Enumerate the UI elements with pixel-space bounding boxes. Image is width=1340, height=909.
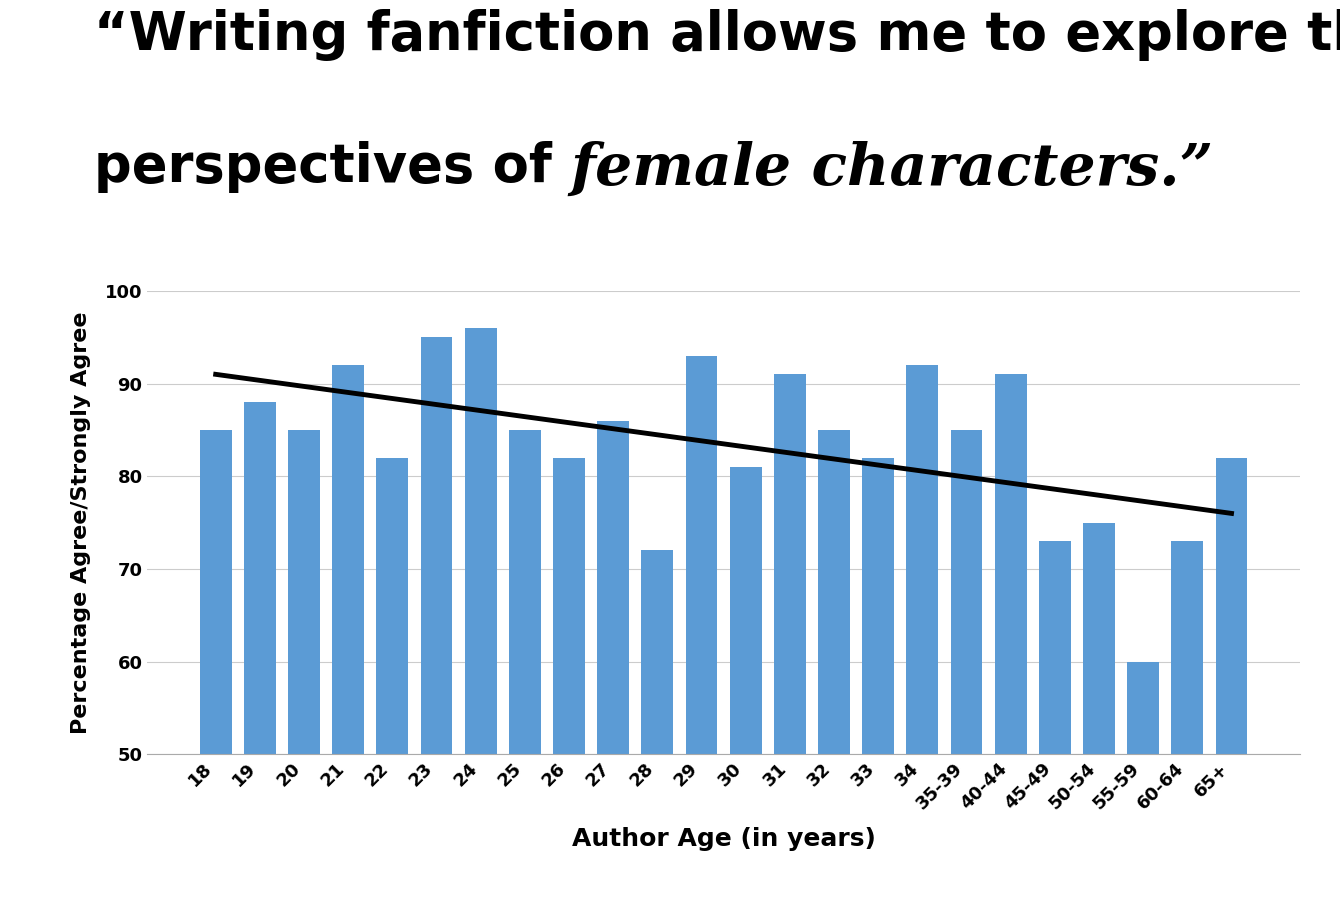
Bar — [642, 551, 673, 909]
Bar — [332, 365, 364, 909]
Text: female characters.”: female characters.” — [570, 141, 1213, 197]
Bar — [775, 375, 805, 909]
Bar — [288, 430, 320, 909]
Bar — [553, 458, 586, 909]
Bar — [598, 421, 628, 909]
Bar — [862, 458, 894, 909]
Bar — [819, 430, 850, 909]
Text: perspectives of: perspectives of — [94, 141, 570, 193]
Y-axis label: Percentage Agree/Strongly Agree: Percentage Agree/Strongly Agree — [71, 312, 91, 734]
Bar — [1171, 541, 1203, 909]
Bar — [686, 355, 717, 909]
Bar — [421, 337, 453, 909]
Text: “Writing fanfiction allows me to explore the: “Writing fanfiction allows me to explore… — [94, 9, 1340, 61]
Bar — [1127, 662, 1159, 909]
Bar — [244, 402, 276, 909]
Bar — [950, 430, 982, 909]
Bar — [377, 458, 409, 909]
Bar — [465, 328, 497, 909]
Bar — [200, 430, 232, 909]
X-axis label: Author Age (in years): Author Age (in years) — [572, 826, 875, 851]
Bar — [509, 430, 541, 909]
Bar — [1215, 458, 1248, 909]
Bar — [994, 375, 1026, 909]
Bar — [906, 365, 938, 909]
Bar — [1083, 523, 1115, 909]
Bar — [730, 467, 761, 909]
Bar — [1038, 541, 1071, 909]
